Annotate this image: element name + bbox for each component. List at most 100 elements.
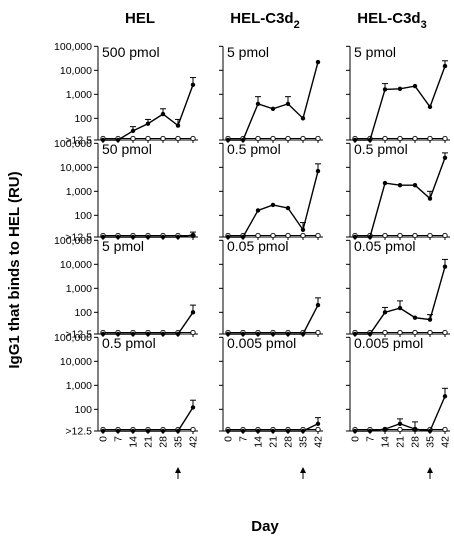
x-tick-label: 21: [268, 436, 280, 448]
data-point: [190, 310, 196, 315]
data-point: [130, 234, 136, 240]
x-tick-label: 0: [98, 436, 110, 442]
panel: 5 pmol: [346, 44, 450, 143]
data-point: [382, 310, 388, 315]
control-point: [285, 232, 291, 239]
data-point: [100, 137, 106, 143]
control-point: [427, 329, 433, 336]
x-tick-label: 35: [298, 436, 310, 448]
dose-label: 0.005 pmol: [354, 335, 423, 351]
control-point: [190, 135, 196, 142]
data-point: [225, 234, 231, 240]
y-tick-label: 1,000: [66, 380, 92, 392]
control-point: [442, 329, 448, 336]
control-point: [300, 135, 306, 142]
y-tick-label: 100: [74, 307, 92, 319]
y-tick-label: 100,000: [54, 332, 92, 344]
panel: 0 7 14 21 28 35 42 0.005 pmol: [346, 335, 452, 479]
dose-label: 0.5 pmol: [227, 141, 281, 157]
data-point: [285, 331, 291, 337]
data-point: [442, 63, 448, 69]
data-point: [130, 331, 136, 337]
data-point: [300, 428, 306, 434]
y-tick-label: 100: [74, 210, 92, 222]
control-point: [442, 135, 448, 142]
data-point: [367, 428, 373, 434]
data-point: [175, 331, 181, 337]
data-point: [130, 128, 136, 134]
y-tick-label: 10,000: [60, 65, 92, 77]
data-point: [255, 208, 261, 213]
x-tick-label: 7: [365, 436, 377, 442]
data-point: [255, 428, 261, 434]
data-point: [382, 87, 388, 92]
control-point: [382, 329, 388, 336]
control-point: [315, 329, 321, 336]
x-tick-label: 0: [223, 436, 235, 442]
data-point: [412, 182, 418, 188]
dose-label: 50 pmol: [102, 141, 152, 157]
data-point: [145, 234, 151, 240]
data-point: [442, 264, 448, 269]
data-point: [160, 428, 166, 434]
data-point: [160, 234, 166, 240]
data-point: [100, 234, 106, 240]
data-point: [225, 331, 231, 337]
data-point: [352, 428, 358, 434]
data-point: [100, 331, 106, 337]
x-tick-label: 21: [143, 436, 155, 448]
x-tick-label: 21: [395, 436, 407, 448]
y-tick-label: >12.5: [65, 329, 92, 341]
control-point: [397, 426, 403, 433]
control-point: [130, 135, 136, 142]
data-point: [240, 234, 246, 240]
data-point: [190, 405, 196, 410]
data-point: [382, 180, 388, 186]
data-point: [270, 202, 276, 208]
data-point: [397, 182, 403, 188]
x-tick-label: 14: [253, 436, 265, 448]
data-point: [175, 234, 181, 240]
control-point: [412, 232, 418, 239]
panel: 0.05 pmol: [346, 238, 450, 337]
data-point: [145, 428, 151, 434]
data-series-line: [228, 304, 319, 335]
data-point: [130, 428, 136, 434]
y-tick-label: 1,000: [66, 283, 92, 295]
data-series-line: [355, 266, 446, 335]
dose-label: 5 pmol: [354, 44, 396, 60]
data-point: [270, 106, 276, 111]
data-point: [315, 421, 321, 426]
data-point: [352, 331, 358, 337]
data-point: [240, 331, 246, 337]
data-point: [412, 315, 418, 320]
data-point: [367, 234, 373, 240]
control-point: [397, 329, 403, 336]
data-point: [285, 101, 291, 107]
data-point: [300, 227, 306, 232]
data-point: [255, 101, 261, 107]
panel: 100,000 10,000 1,000 100 >12.5 50 pmol: [54, 138, 198, 244]
data-point: [145, 121, 151, 126]
x-tick-label: 42: [188, 436, 200, 448]
control-point: [427, 232, 433, 239]
panel: 100,000 10,000 1,000 100 >12.5 500 pmol: [54, 41, 198, 147]
data-series-line: [228, 61, 319, 141]
y-axis-label: IgG1 that binds to HEL (RU): [6, 171, 23, 368]
data-point: [240, 428, 246, 434]
x-tick-label: 0: [350, 436, 362, 442]
data-point: [115, 428, 121, 434]
data-point: [270, 331, 276, 337]
data-series-line: [103, 84, 194, 141]
y-tick-label: 1,000: [66, 89, 92, 101]
x-axis-label: Day: [251, 518, 279, 535]
x-tick-label: 35: [425, 436, 437, 448]
column-title-hel-c3d2: HEL-C3d2: [230, 10, 299, 31]
dose-label: 0.5 pmol: [102, 335, 156, 351]
dose-label: 0.05 pmol: [354, 238, 415, 254]
control-point: [382, 135, 388, 142]
data-point: [397, 305, 403, 311]
data-point: [397, 421, 403, 426]
x-tick-label: 14: [128, 436, 140, 448]
